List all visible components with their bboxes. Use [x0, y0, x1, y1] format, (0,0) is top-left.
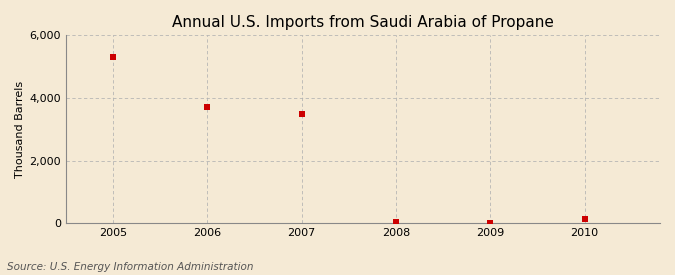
Point — [390, 220, 401, 224]
Text: Source: U.S. Energy Information Administration: Source: U.S. Energy Information Administ… — [7, 262, 253, 272]
Point — [579, 217, 590, 222]
Point — [202, 105, 213, 109]
Point — [296, 111, 307, 116]
Point — [107, 55, 118, 59]
Point — [485, 221, 495, 225]
Title: Annual U.S. Imports from Saudi Arabia of Propane: Annual U.S. Imports from Saudi Arabia of… — [172, 15, 554, 30]
Y-axis label: Thousand Barrels: Thousand Barrels — [15, 81, 25, 178]
